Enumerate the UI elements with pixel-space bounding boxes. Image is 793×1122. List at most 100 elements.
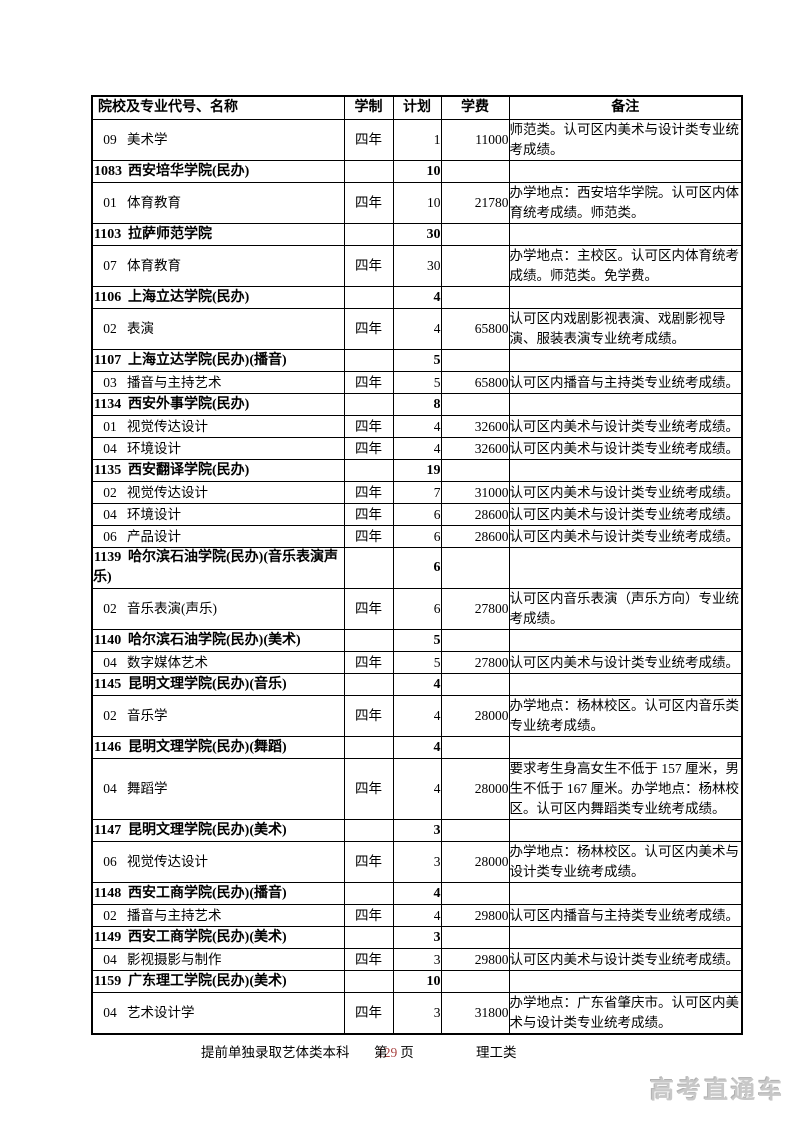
institution-row: 1145 昆明文理学院(民办)(音乐) 4 xyxy=(91,673,743,696)
row-code: 04 xyxy=(103,781,117,796)
cell-plan: 8 xyxy=(392,393,442,416)
row-code: 1145 xyxy=(94,676,122,692)
cell-duration: 四年 xyxy=(343,481,394,504)
cell-duration xyxy=(343,286,394,309)
cell-plan: 6 xyxy=(392,547,442,589)
row-name: 体育教育 xyxy=(127,195,181,210)
row-name: 音乐学 xyxy=(127,708,168,723)
row-code: 04 xyxy=(103,506,117,522)
cell-tuition xyxy=(440,286,510,309)
row-name: 影视摄影与制作 xyxy=(127,951,222,967)
cell-duration: 四年 xyxy=(343,588,394,630)
cell-tuition: 32600 xyxy=(440,415,510,438)
major-row: 06 产品设计 四年 6 28600 认可区内美术与设计类专业统考成绩。 xyxy=(91,525,743,548)
cell-duration: 四年 xyxy=(343,948,394,971)
cell-plan: 4 xyxy=(392,758,442,820)
cell-plan: 6 xyxy=(392,588,442,630)
cell-code-and-name: 04 影视摄影与制作 xyxy=(91,948,345,971)
cell-duration: 四年 xyxy=(343,245,394,287)
major-row: 09 美术学 四年 1 11000 师范类。认可区内美术与设计类专业统考成绩。 xyxy=(91,119,743,161)
cell-code-and-name: 02 音乐表演(声乐) xyxy=(91,588,345,630)
cell-duration xyxy=(343,629,394,652)
row-code: 1146 xyxy=(94,739,122,755)
row-name: 视觉传达设计 xyxy=(127,854,208,869)
cell-tuition: 29800 xyxy=(440,948,510,971)
row-name: 上海立达学院(民办) xyxy=(128,289,250,305)
row-code: 02 xyxy=(103,907,117,923)
col-header-duration: 学制 xyxy=(343,95,394,120)
cell-tuition xyxy=(440,160,510,183)
institution-row: 1135 西安翻译学院(民办) 19 xyxy=(91,459,743,482)
row-code: 02 xyxy=(103,708,117,723)
row-code: 1139 xyxy=(94,550,122,565)
cell-plan: 3 xyxy=(392,926,442,949)
cell-plan: 4 xyxy=(392,695,442,737)
row-name: 表演 xyxy=(127,321,154,336)
row-name: 艺术设计学 xyxy=(127,1005,195,1020)
cell-code-and-name: 1146 昆明文理学院(民办)(舞蹈) xyxy=(91,736,345,759)
cell-duration: 四年 xyxy=(343,992,394,1035)
row-name: 视觉传达设计 xyxy=(127,484,208,500)
cell-tuition: 28600 xyxy=(440,503,510,526)
row-name: 环境设计 xyxy=(127,440,181,456)
row-code: 04 xyxy=(103,654,117,670)
cell-code-and-name: 04 艺术设计学 xyxy=(91,992,345,1035)
cell-code-and-name: 04 环境设计 xyxy=(91,503,345,526)
cell-tuition: 28600 xyxy=(440,525,510,548)
cell-tuition: 27800 xyxy=(440,651,510,674)
cell-plan: 1 xyxy=(392,119,442,161)
cell-plan: 3 xyxy=(392,841,442,883)
institution-row: 1134 西安外事学院(民办) 8 xyxy=(91,393,743,416)
cell-plan: 10 xyxy=(392,160,442,183)
cell-duration: 四年 xyxy=(343,182,394,224)
cell-plan: 4 xyxy=(392,415,442,438)
institution-row: 1146 昆明文理学院(民办)(舞蹈) 4 xyxy=(91,736,743,759)
row-name: 视觉传达设计 xyxy=(127,418,208,434)
page-footer: 提前单独录取艺体类本科 第 129 页 理工类 xyxy=(91,1043,741,1063)
cell-duration: 四年 xyxy=(343,308,394,350)
cell-duration: 四年 xyxy=(343,371,394,394)
major-row: 04 环境设计 四年 6 28600 认可区内美术与设计类专业统考成绩。 xyxy=(91,503,743,526)
cell-duration xyxy=(343,349,394,372)
cell-tuition: 21780 xyxy=(440,182,510,224)
institution-row: 1139 哈尔滨石油学院(民办)(音乐表演声乐) 6 xyxy=(91,547,743,589)
row-name: 体育教育 xyxy=(127,258,181,273)
row-code: 07 xyxy=(103,258,117,273)
cell-code-and-name: 09 美术学 xyxy=(91,119,345,161)
cell-code-and-name: 04 环境设计 xyxy=(91,437,345,460)
cell-duration: 四年 xyxy=(343,904,394,927)
row-name: 西安工商学院(民办)(美术) xyxy=(128,929,287,945)
cell-remark xyxy=(508,882,743,905)
cell-remark xyxy=(508,223,743,246)
footer-page-indicator: 第 129 页 xyxy=(374,1043,414,1063)
cell-plan: 5 xyxy=(392,349,442,372)
cell-remark xyxy=(508,286,743,309)
cell-remark xyxy=(508,459,743,482)
cell-plan: 10 xyxy=(392,970,442,993)
cell-duration: 四年 xyxy=(343,437,394,460)
cell-remark xyxy=(508,160,743,183)
cell-plan: 4 xyxy=(392,673,442,696)
cell-tuition xyxy=(440,882,510,905)
footer-page-prefix: 第 xyxy=(374,1045,388,1060)
cell-plan: 4 xyxy=(392,904,442,927)
cell-duration xyxy=(343,736,394,759)
cell-remark: 认可区内美术与设计类专业统考成绩。 xyxy=(508,948,743,971)
cell-tuition xyxy=(440,970,510,993)
cell-duration: 四年 xyxy=(343,415,394,438)
cell-duration xyxy=(343,393,394,416)
row-code: 02 xyxy=(103,484,117,500)
cell-plan: 4 xyxy=(392,736,442,759)
cell-tuition: 28000 xyxy=(440,841,510,883)
footer-page-suffix: 页 xyxy=(400,1045,414,1060)
row-code: 02 xyxy=(103,321,117,336)
cell-remark: 认可区内播音与主持类专业统考成绩。 xyxy=(508,371,743,394)
major-row: 04 环境设计 四年 4 32600 认可区内美术与设计类专业统考成绩。 xyxy=(91,437,743,460)
major-row: 02 表演 四年 4 65800 认可区内戏剧影视表演、戏剧影视导演、服装表演专业统考成绩… xyxy=(91,308,743,350)
cell-duration: 四年 xyxy=(343,758,394,820)
row-code: 09 xyxy=(103,132,117,147)
row-name: 上海立达学院(民办)(播音) xyxy=(128,352,287,368)
institution-row: 1159 广东理工学院(民办)(美术) 10 xyxy=(91,970,743,993)
cell-tuition: 11000 xyxy=(440,119,510,161)
